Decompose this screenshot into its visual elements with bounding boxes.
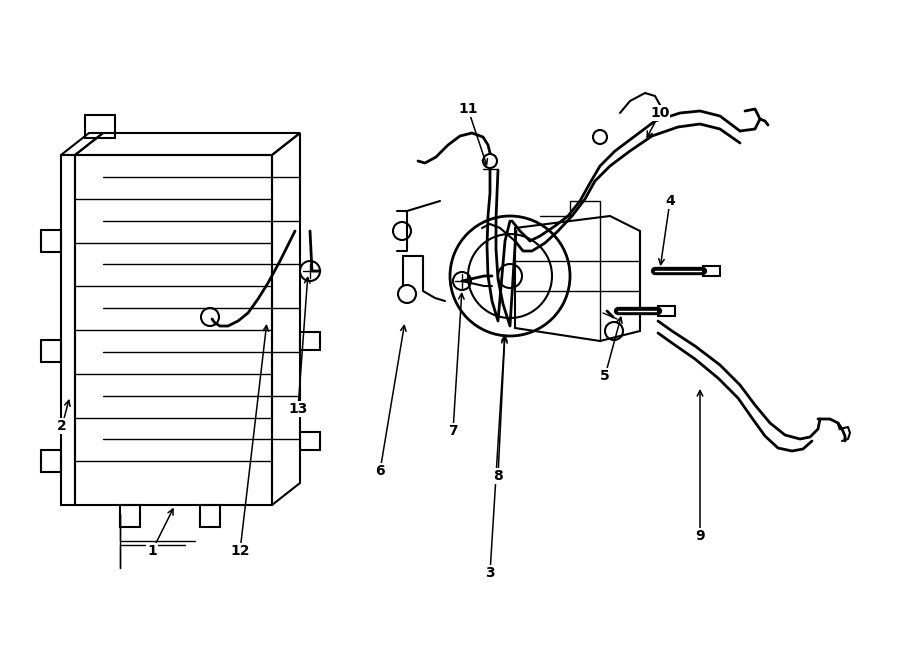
Text: 11: 11 — [458, 102, 478, 116]
Text: 2: 2 — [57, 419, 67, 433]
Text: 6: 6 — [375, 464, 385, 478]
Text: 12: 12 — [230, 544, 250, 558]
Text: 5: 5 — [600, 369, 610, 383]
Text: 9: 9 — [695, 529, 705, 543]
Text: 10: 10 — [651, 106, 670, 120]
Text: 1: 1 — [147, 544, 157, 558]
Text: 7: 7 — [448, 424, 458, 438]
Text: 4: 4 — [665, 194, 675, 208]
Text: 8: 8 — [493, 469, 503, 483]
Text: 13: 13 — [288, 402, 308, 416]
Text: 3: 3 — [485, 566, 495, 580]
